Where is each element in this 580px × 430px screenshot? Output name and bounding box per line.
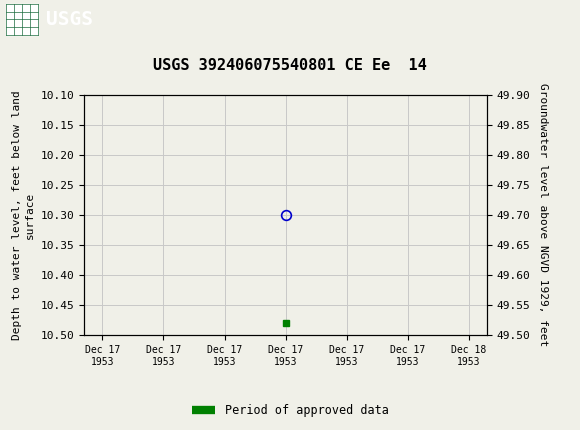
Legend: Period of approved data: Period of approved data: [187, 399, 393, 422]
Y-axis label: Groundwater level above NGVD 1929, feet: Groundwater level above NGVD 1929, feet: [538, 83, 548, 347]
Text: USGS: USGS: [46, 10, 93, 29]
Bar: [6, 4, 38, 35]
Text: USGS 392406075540801 CE Ee  14: USGS 392406075540801 CE Ee 14: [153, 58, 427, 73]
Y-axis label: Depth to water level, feet below land
surface: Depth to water level, feet below land su…: [12, 90, 35, 340]
